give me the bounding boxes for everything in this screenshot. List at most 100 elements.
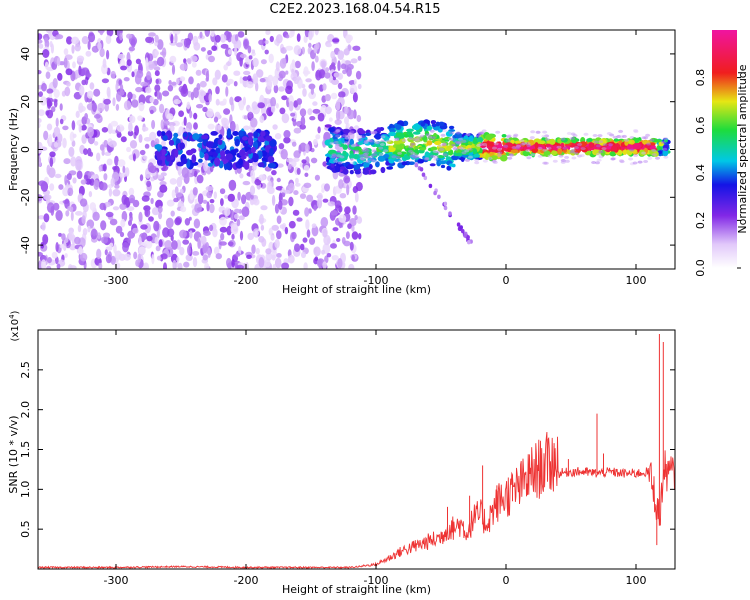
heatmap-cell: [46, 30, 53, 34]
heatmap-cell: [374, 133, 382, 140]
heatmap-cell: [41, 222, 46, 231]
heatmap-cell: [204, 262, 210, 269]
heatmap-cell: [139, 149, 146, 156]
heatmap-cell: [146, 180, 152, 188]
heatmap-cell: [91, 45, 99, 53]
heatmap-cell: [143, 137, 152, 142]
heatmap-cell: [168, 80, 172, 85]
y-multiplier-label: (x104): [8, 310, 21, 341]
heatmap-cell: [74, 236, 81, 245]
heatmap-cell: [154, 34, 159, 43]
heatmap-cell: [127, 237, 131, 244]
heatmap-cell: [448, 211, 452, 216]
heatmap-cell: [337, 50, 345, 60]
heatmap-cell: [42, 49, 50, 58]
heatmap-cell: [50, 205, 55, 216]
heatmap-cell: [476, 136, 484, 143]
heatmap-cell: [138, 102, 145, 112]
heatmap-cell: [199, 80, 207, 88]
heatmap-cell: [507, 156, 513, 160]
heatmap-cell: [183, 261, 190, 268]
heatmap-cell: [151, 207, 160, 216]
heatmap-cell: [180, 86, 189, 97]
heatmap-cell: [535, 130, 541, 134]
heatmap-cell: [598, 150, 604, 154]
heatmap-cell: [248, 55, 253, 60]
heatmap-cell: [176, 42, 183, 48]
heatmap-cell: [239, 149, 246, 157]
heatmap-cell: [329, 141, 335, 145]
heatmap-cell: [335, 143, 341, 147]
heatmap-cell: [211, 45, 218, 51]
heatmap-cell: [321, 188, 325, 193]
heatmap-cell: [134, 73, 142, 85]
heatmap-cell: [438, 121, 445, 127]
heatmap-cell: [549, 138, 556, 145]
heatmap-cell: [115, 225, 123, 234]
heatmap-cell: [275, 186, 284, 191]
heatmap-cell: [98, 165, 102, 172]
heatmap-cell: [333, 159, 339, 163]
heatmap-cell: [110, 177, 115, 187]
heatmap-cell: [308, 91, 316, 100]
heatmap-cell: [338, 214, 347, 223]
heatmap-cell: [122, 242, 129, 253]
heatmap-cell: [217, 139, 223, 146]
heatmap-cell: [357, 138, 363, 142]
heatmap-cell: [529, 136, 535, 140]
heatmap-cell: [401, 138, 407, 142]
heatmap-cell: [65, 68, 73, 76]
heatmap-cell: [61, 233, 66, 241]
heatmap-cell: [81, 79, 87, 86]
heatmap-cell: [105, 246, 113, 251]
heatmap-cell: [171, 81, 177, 86]
heatmap-cell: [66, 36, 73, 45]
x-tick-label: -200: [234, 274, 259, 287]
heatmap-cell: [53, 126, 61, 137]
heatmap-cell: [69, 206, 74, 213]
heatmap-cell: [447, 137, 453, 141]
heatmap-cell: [351, 224, 355, 232]
heatmap-cell: [401, 161, 408, 166]
heatmap-cell: [570, 136, 576, 140]
heatmap-cell: [192, 187, 198, 196]
heatmap-cell: [173, 99, 181, 105]
heatmap-cell: [310, 87, 314, 95]
heatmap-cell: [349, 130, 355, 134]
heatmap-cell: [253, 198, 260, 206]
heatmap-cell: [296, 98, 303, 105]
heatmap-cell: [40, 96, 47, 106]
heatmap-cell: [412, 138, 418, 141]
heatmap-cell: [105, 35, 112, 45]
heatmap-cell: [275, 103, 279, 109]
heatmap-cell: [132, 227, 139, 234]
heatmap-cell: [586, 138, 593, 143]
heatmap-cell: [338, 205, 343, 213]
heatmap-cell: [247, 75, 252, 81]
heatmap-cell: [569, 150, 575, 154]
heatmap-cell: [299, 124, 307, 130]
heatmap-cell: [223, 64, 228, 71]
heatmap-cell: [99, 30, 104, 36]
heatmap-cell: [38, 70, 42, 75]
heatmap-cell: [154, 138, 160, 146]
heatmap-cell: [193, 218, 201, 229]
heatmap-cell: [347, 63, 354, 70]
heatmap-cell: [303, 262, 308, 269]
heatmap-cell: [385, 139, 391, 143]
heatmap-cell: [191, 61, 197, 68]
heatmap-cell: [449, 131, 454, 135]
heatmap-cell: [360, 135, 366, 139]
heatmap-cell: [306, 194, 314, 202]
heatmap-cell: [271, 254, 276, 261]
heatmap-cell: [583, 132, 589, 136]
heatmap-cell: [449, 163, 454, 167]
heatmap-cell: [343, 106, 349, 115]
heatmap-cell: [93, 179, 100, 190]
heatmap-cell: [138, 134, 143, 143]
heatmap-cell: [56, 263, 61, 269]
heatmap-cell: [192, 257, 198, 268]
heatmap-cell: [45, 194, 50, 206]
heatmap-cell: [224, 194, 229, 199]
x-tick-label: 0: [503, 274, 510, 287]
